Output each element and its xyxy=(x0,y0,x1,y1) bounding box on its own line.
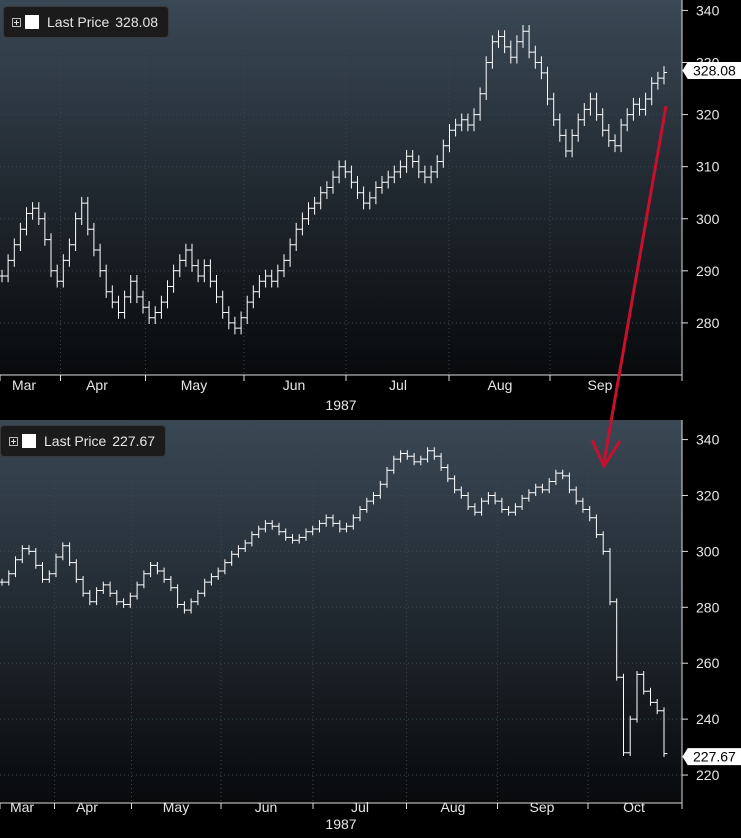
price-series-line xyxy=(0,25,668,335)
x-tick-label: May xyxy=(181,377,207,393)
annotation-layer xyxy=(590,105,668,470)
plot-background xyxy=(0,420,682,803)
y-tick-label: 340 xyxy=(696,2,720,18)
last-value-tag xyxy=(682,748,741,766)
y-tick-label: 280 xyxy=(696,599,720,615)
bottom-legend[interactable]: Last Price 227.67 xyxy=(0,425,167,457)
x-tick-label: Jul xyxy=(389,377,407,393)
y-tick-label: 320 xyxy=(696,107,720,123)
x-tick-label: Apr xyxy=(76,799,98,815)
x-tick-label: Sep xyxy=(588,377,613,393)
price-series-line xyxy=(0,447,668,757)
legend-label: Last Price xyxy=(47,14,110,30)
arrow-head-icon xyxy=(590,439,622,470)
last-value-label: 328.08 xyxy=(693,63,736,79)
top-legend[interactable]: Last Price 328.08 xyxy=(3,6,170,38)
plot-background xyxy=(0,0,682,375)
legend-value: 328.08 xyxy=(115,14,159,30)
x-tick-label: May xyxy=(163,799,189,815)
x-tick-label: Jun xyxy=(255,799,278,815)
y-tick-label: 300 xyxy=(696,543,720,559)
x-tick-label: Jul xyxy=(351,799,369,815)
y-tick-label: 260 xyxy=(696,655,720,671)
last-value-tag xyxy=(682,62,741,79)
x-tick-label: Mar xyxy=(12,377,36,393)
annotation-arrow xyxy=(602,105,668,463)
y-tick-label: 320 xyxy=(696,487,720,503)
y-tick-label: 340 xyxy=(696,432,720,448)
series-swatch xyxy=(22,434,36,448)
legend-label: Last Price xyxy=(44,433,107,449)
x-tick-label: Apr xyxy=(86,377,108,393)
legend-value: 227.67 xyxy=(112,433,156,449)
y-tick-label: 220 xyxy=(696,767,720,783)
x-tick-label: Oct xyxy=(623,799,645,815)
x-tick-label: Jun xyxy=(283,377,306,393)
y-tick-label: 300 xyxy=(696,211,720,227)
y-tick-label: 240 xyxy=(696,711,720,727)
x-tick-label: Aug xyxy=(441,799,466,815)
top-chart-panel: 280290300310320330340MarAprMayJunJulAugS… xyxy=(0,0,741,413)
y-tick-label: 310 xyxy=(696,159,720,175)
year-label: 1987 xyxy=(325,816,356,832)
x-tick-label: Aug xyxy=(488,377,513,393)
bottom-chart-panel: 220 240 260 280 300 320 340 Mar Apr May Jun Jul Aug S… xyxy=(0,420,741,832)
year-label: 1987 xyxy=(325,397,356,413)
x-tick-label: Sep xyxy=(530,799,555,815)
expand-toggle-icon[interactable] xyxy=(9,436,18,446)
series-swatch xyxy=(25,15,39,29)
y-tick-label: 290 xyxy=(696,263,720,279)
last-value-label: 227.67 xyxy=(693,749,736,765)
y-tick-label: 280 xyxy=(696,315,720,331)
x-tick-label: Mar xyxy=(10,799,34,815)
expand-toggle-icon[interactable] xyxy=(12,17,21,27)
